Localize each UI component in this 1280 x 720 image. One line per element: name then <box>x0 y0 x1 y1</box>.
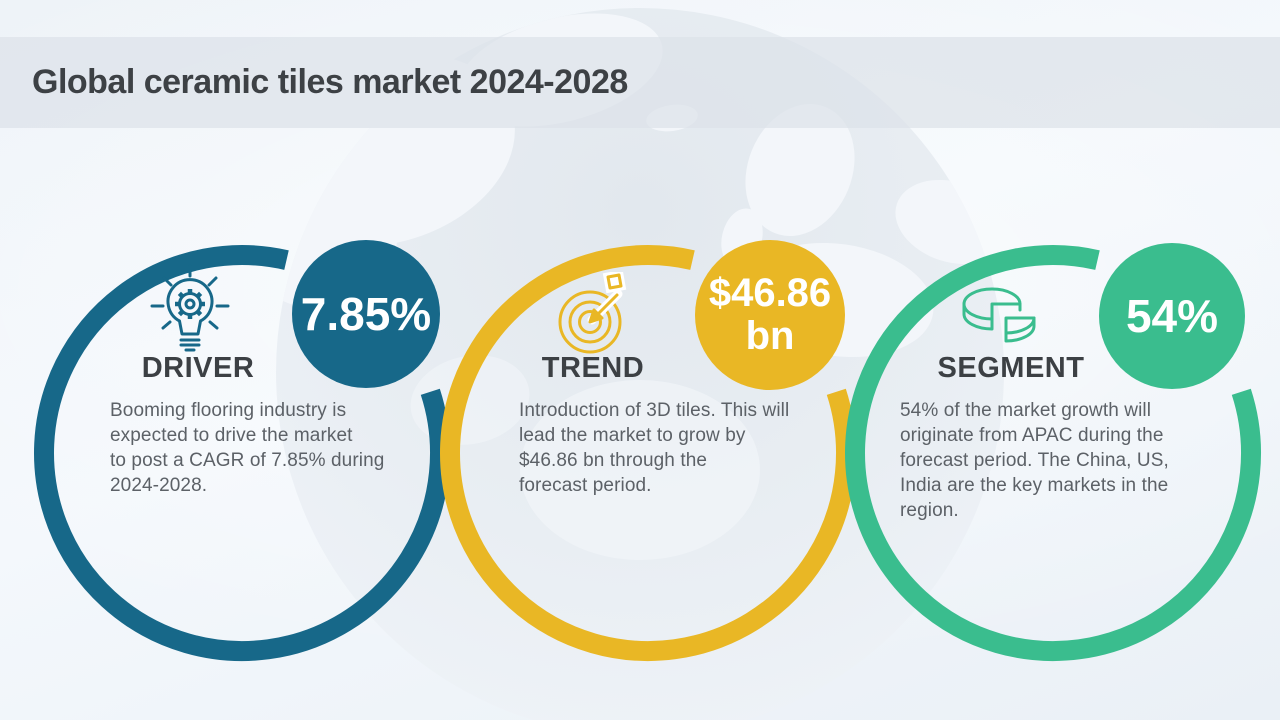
driver-ring <box>34 245 450 662</box>
card-trend-label: TREND <box>541 352 645 384</box>
card-segment-badge-value: 54% <box>1099 286 1245 346</box>
badge-value-line: 54% <box>1125 290 1219 342</box>
page-title: Global ceramic tiles market 2024-2028 <box>32 63 628 101</box>
segment-ring <box>845 245 1261 662</box>
card-driver-description: Booming flooring industry is expected to… <box>110 400 385 496</box>
card-driver-badge-value: 7.85% <box>292 284 440 344</box>
card-trend-description: Introduction of 3D tiles. This will lead… <box>519 400 790 496</box>
pie-chart-icon <box>962 287 1036 343</box>
badge-value-line: bn <box>745 314 795 358</box>
title-band: Global ceramic tiles market 2024-2028 <box>0 37 1280 128</box>
driver-badge-circle <box>292 240 440 388</box>
target-arrow-icon <box>558 272 627 354</box>
card-trend-badge-value: $46.86 bn <box>690 270 850 360</box>
card-driver-label: DRIVER <box>141 352 255 384</box>
badge-value-line: $46.86 <box>708 271 832 315</box>
trend-badge-circle <box>695 240 845 390</box>
trend-ring <box>440 245 856 662</box>
lightbulb-gear-icon <box>150 264 230 352</box>
card-segment-label: SEGMENT <box>937 352 1085 384</box>
segment-badge-circle <box>1099 243 1245 389</box>
card-segment-description: 54% of the market growth will originate … <box>900 400 1169 521</box>
badge-value-line: 7.85% <box>300 288 432 340</box>
